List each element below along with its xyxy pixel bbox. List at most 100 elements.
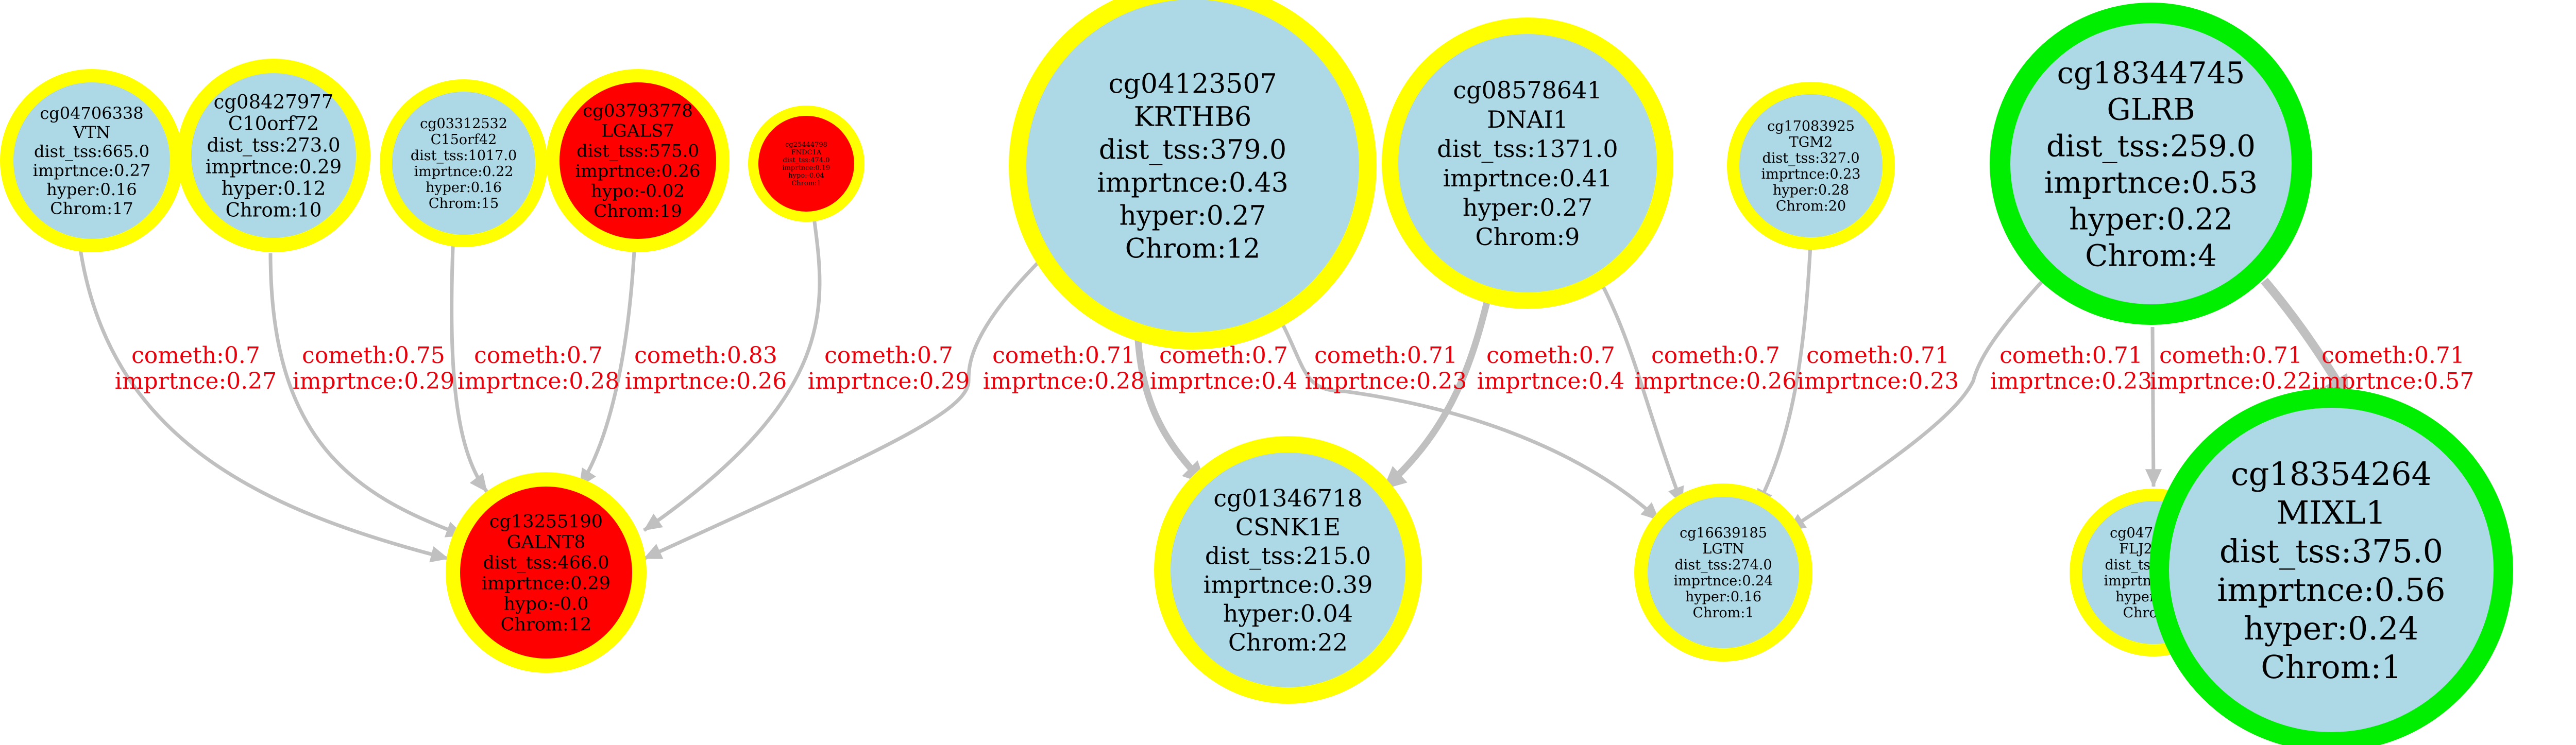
edge-label-importance: imprtnce:0.23 (1797, 368, 1959, 394)
edge-line (1755, 236, 1813, 508)
node-probe-id: cg18344745 (2057, 55, 2245, 90)
node-cg16639185: cg16639185LGTNdist_tss:274.0imprtnce:0.2… (1634, 483, 1812, 662)
node-cg18344745: cg18344745GLRBdist_tss:259.0imprtnce:0.5… (1990, 3, 2312, 325)
edge-cg04123507-to-cg13255190 (643, 248, 1053, 561)
node-probe-id: cg04706338 (40, 103, 143, 123)
node-methylation: hyper:0.04 (1223, 600, 1353, 628)
node-cg01346718: cg01346718CSNK1Edist_tss:215.0imprtnce:0… (1154, 436, 1422, 704)
node-gene: GLRB (2107, 92, 2195, 127)
node-importance: imprtnce:0.56 (2217, 571, 2445, 609)
node-cg13255190: cg13255190GALNT8dist_tss:466.0imprtnce:0… (446, 472, 647, 673)
edge-label-cometh: cometh:0.71 (1806, 342, 1950, 369)
node-methylation: hypo:-0.0 (503, 594, 588, 615)
edge-cg04706338-to-cg13255190 (78, 246, 449, 563)
edge-label-importance: imprtnce:0.27 (115, 368, 277, 394)
node-probe-id: cg01346718 (1213, 484, 1362, 512)
node-importance: imprtnce:0.43 (1097, 168, 1289, 199)
node-fill (191, 73, 356, 238)
node-gene: MIXL1 (2277, 494, 2386, 531)
edge-label-cometh: cometh:0.71 (992, 342, 1136, 369)
node-dist-tss: dist_tss:327.0 (1762, 150, 1859, 166)
edge-line (1381, 282, 1495, 492)
edge-arrowhead (429, 546, 449, 563)
edge-label-cometh: cometh:0.83 (634, 342, 777, 369)
node-chromosome: Chrom:20 (1776, 198, 1846, 214)
node-fill (2169, 408, 2494, 732)
node-fill (1026, 0, 1359, 332)
node-methylation: hyper:0.22 (2069, 201, 2233, 236)
edge-label-cometh: cometh:0.75 (302, 342, 445, 369)
node-dist-tss: dist_tss:379.0 (1099, 135, 1286, 166)
node-importance: imprtnce:0.24 (1674, 573, 1773, 589)
node-methylation: hyper:0.16 (426, 180, 502, 196)
edge-label-importance: imprtnce:0.29 (808, 368, 970, 394)
edge-line (450, 234, 488, 493)
node-chromosome: Chrom:15 (429, 196, 499, 212)
node-methylation: hyper:0.28 (1773, 182, 1849, 198)
node-probe-id: cg03312532 (420, 116, 507, 132)
node-chromosome: Chrom:19 (594, 201, 682, 222)
node-dist-tss: dist_tss:375.0 (2219, 532, 2443, 570)
edge-label-importance: imprtnce:0.26 (1635, 368, 1797, 394)
node-probe-id: cg18354264 (2231, 455, 2432, 493)
node-cg17083925: cg17083925TGM2dist_tss:327.0imprtnce:0.2… (1727, 82, 1895, 250)
edge-label-cometh: cometh:0.7 (824, 342, 953, 369)
node-cg04706338: cg04706338VTNdist_tss:665.0imprtnce:0.27… (0, 69, 183, 252)
node-importance: imprtnce:0.29 (206, 155, 342, 178)
edge-line (578, 241, 637, 488)
edge-cg18344745-to-cg16639185 (1787, 279, 2044, 532)
edges-layer (78, 210, 2353, 563)
node-cg25444798: cg25444798FNDC1Adist_tss:474.0imprtnce:0… (748, 106, 865, 222)
node-gene: LGTN (1702, 541, 1744, 557)
edge-label-cometh: cometh:0.7 (1486, 342, 1615, 369)
node-fill (392, 92, 535, 235)
node-dist-tss: dist_tss:1371.0 (1437, 135, 1618, 163)
node-dist-tss: dist_tss:274.0 (1674, 557, 1772, 573)
edge-label-importance: imprtnce:0.23 (1990, 368, 2153, 394)
node-fill (560, 82, 716, 239)
node-cg04123507: cg04123507KRTHB6dist_tss:379.0imprtnce:0… (1009, 0, 1377, 350)
node-gene: GALNT8 (507, 532, 586, 553)
node-probe-id: cg17083925 (1767, 118, 1855, 134)
edge-cg18344745-to-cg04743872 (2145, 326, 2162, 488)
node-probe-id: cg08427977 (214, 91, 334, 113)
node-probe-id: cg25444798 (785, 141, 827, 149)
nodes-layer: cg04706338VTNdist_tss:665.0imprtnce:0.27… (0, 0, 2513, 745)
edge-label-cometh: cometh:0.71 (2159, 342, 2302, 369)
node-importance: imprtnce:0.53 (2044, 165, 2258, 200)
node-fill (13, 82, 170, 239)
node-methylation: hyper:0.16 (46, 180, 137, 199)
edge-label-cometh: cometh:0.7 (1651, 342, 1780, 369)
node-fill (460, 487, 632, 659)
edge-label-importance: imprtnce:0.4 (1150, 368, 1298, 394)
node-dist-tss: dist_tss:466.0 (483, 553, 609, 574)
node-dist-tss: dist_tss:1017.0 (411, 148, 517, 164)
node-importance: imprtnce:0.41 (1443, 164, 1613, 192)
edge-line (1238, 256, 1660, 522)
node-methylation: hyper:0.27 (1119, 201, 1266, 232)
edge-line (1787, 279, 2044, 532)
node-chromosome: Chrom:10 (226, 199, 322, 221)
edge-cg03312532-to-cg13255190 (450, 234, 488, 493)
node-importance: imprtnce:0.39 (1204, 571, 1373, 599)
edge-line (643, 248, 1053, 561)
node-gene: TGM2 (1789, 134, 1833, 150)
node-chromosome: Chrom:1 (791, 180, 821, 187)
edge-label-cometh: cometh:0.71 (1314, 342, 1458, 369)
node-methylation: hyper:0.16 (1685, 589, 1761, 605)
node-dist-tss: dist_tss:273.0 (207, 134, 340, 157)
node-dist-tss: dist_tss:665.0 (34, 142, 149, 161)
node-chromosome: Chrom:1 (1692, 605, 1754, 621)
edge-label-cometh: cometh:0.7 (131, 342, 260, 369)
node-probe-id: cg16639185 (1680, 525, 1767, 541)
edge-label-importance: imprtnce:0.28 (457, 368, 620, 394)
node-cg18354264: cg18354264MIXL1dist_tss:375.0imprtnce:0.… (2149, 388, 2513, 745)
edge-cg25444798-to-cg13255190 (643, 210, 822, 532)
node-importance: imprtnce:0.26 (575, 161, 700, 182)
node-gene: LGALS7 (601, 121, 674, 142)
edge-arrowhead (2145, 469, 2162, 488)
node-chromosome: Chrom:17 (50, 199, 133, 218)
